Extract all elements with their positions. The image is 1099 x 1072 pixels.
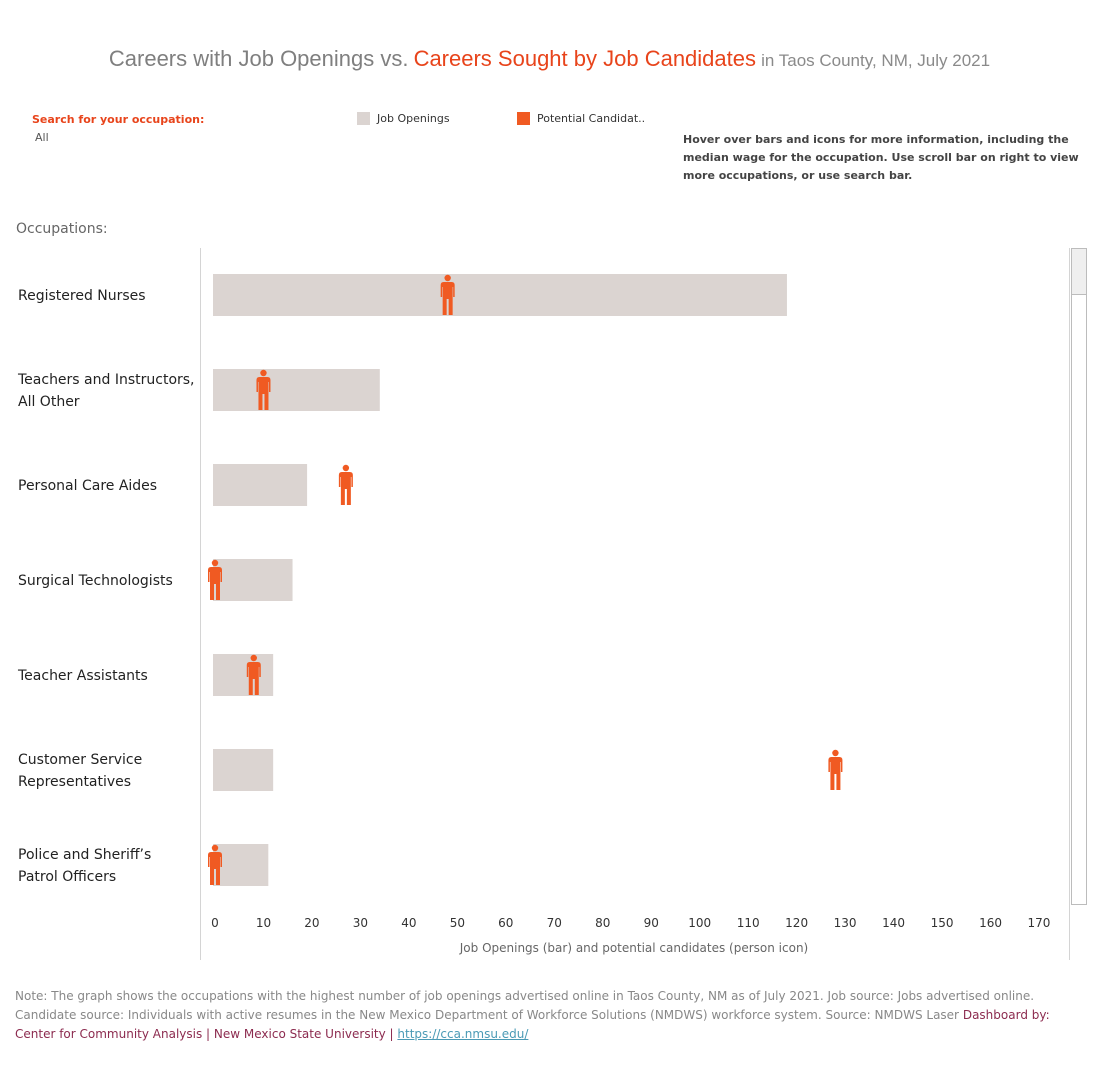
bar-job-openings-registered-nurses[interactable] [213, 274, 787, 316]
title-job-openings: Careers with Job Openings vs. [108, 46, 409, 71]
search-filter-label: Search for your occupation: [32, 113, 205, 126]
person-icon-teachers-and-instructors-all-other[interactable] [256, 369, 271, 410]
legend-item-potential-candidates[interactable]: Potential Candidat.. [517, 112, 645, 125]
bar-job-openings-customer-service-representatives[interactable] [213, 749, 274, 791]
x-tick-label-120: 120 [785, 916, 808, 930]
x-tick-label-130: 130 [834, 916, 857, 930]
vertical-scrollbar[interactable] [1071, 248, 1087, 905]
occupation-label-customer-service-representatives: Customer Service Representatives [18, 752, 143, 790]
footer-link[interactable]: https://cca.nmsu.edu/ [397, 1027, 529, 1041]
page-title: Careers with Job Openings vs. Careers So… [0, 46, 1099, 72]
x-tick-label-140: 140 [882, 916, 905, 930]
bar-job-openings-personal-care-aides[interactable] [213, 464, 308, 506]
footer-note-text: Note: The graph shows the occupations wi… [15, 989, 1035, 1022]
occupation-label-teachers-and-instructors-all-other: Teachers and Instructors, All Other [18, 372, 195, 410]
x-tick-label-70: 70 [547, 916, 562, 930]
x-axis-title: Job Openings (bar) and potential candida… [459, 941, 809, 955]
x-tick-label-160: 160 [979, 916, 1002, 930]
legend-label-potential-candidates: Potential Candidat.. [537, 112, 646, 125]
x-tick-label-30: 30 [353, 916, 368, 930]
footer-note: Note: The graph shows the occupations wi… [15, 987, 1090, 1044]
scrollbar-thumb[interactable] [1071, 248, 1087, 295]
legend-item-job-openings[interactable]: Job Openings [357, 112, 450, 125]
occupation-label-police-and-sheriff-s-patrol-officers: Police and Sheriff’s Patrol Officers [18, 847, 152, 885]
x-tick-label-80: 80 [595, 916, 610, 930]
x-tick-label-170: 170 [1028, 916, 1051, 930]
x-tick-label-10: 10 [256, 916, 271, 930]
legend-swatch-job-openings [357, 112, 370, 125]
person-icon-police-and-sheriff-s-patrol-officers[interactable] [208, 844, 222, 885]
x-tick-label-100: 100 [688, 916, 711, 930]
occupation-label-teacher-assistants: Teacher Assistants [18, 668, 148, 684]
x-tick-label-150: 150 [931, 916, 954, 930]
title-location-date: in Taos County, NM, July 2021 [761, 51, 991, 70]
footer-credit: Dashboard by: Center for Community Analy… [15, 1008, 1050, 1041]
hover-instructions: Hover over bars and icons for more infor… [683, 133, 1079, 182]
bar-job-openings-teacher-assistants[interactable] [213, 654, 274, 696]
title-careers-sought: Careers Sought by Job Candidates [413, 46, 756, 71]
person-icon-personal-care-aides[interactable] [338, 464, 353, 505]
legend-swatch-potential-candidates [517, 112, 530, 125]
person-icon-surgical-technologists[interactable] [208, 559, 222, 600]
person-icon-registered-nurses[interactable] [440, 274, 455, 315]
bar-job-openings-surgical-technologists[interactable] [213, 559, 293, 601]
search-filter-input[interactable]: All [35, 131, 49, 144]
x-tick-label-40: 40 [401, 916, 416, 930]
occupation-label-surgical-technologists: Surgical Technologists [18, 573, 173, 589]
occupation-label-registered-nurses: Registered Nurses [18, 288, 146, 304]
person-icon-teacher-assistants[interactable] [246, 654, 261, 695]
x-tick-label-110: 110 [737, 916, 760, 930]
occupation-label-personal-care-aides: Personal Care Aides [18, 478, 158, 494]
x-tick-label-50: 50 [450, 916, 465, 930]
x-tick-label-20: 20 [304, 916, 319, 930]
bar-job-openings-police-and-sheriff-s-patrol-officers[interactable] [213, 844, 269, 886]
chart-left-border [200, 248, 201, 960]
person-icon-customer-service-representatives[interactable] [828, 749, 843, 790]
x-tick-label-90: 90 [644, 916, 659, 930]
x-tick-label-60: 60 [498, 916, 513, 930]
chart-right-border [1069, 248, 1070, 960]
occupations-axis-label: Occupations: [16, 221, 108, 237]
legend-label-job-openings: Job Openings [377, 112, 450, 125]
x-tick-label-0: 0 [211, 916, 219, 930]
bar-job-openings-teachers-and-instructors-all-other[interactable] [213, 369, 380, 411]
